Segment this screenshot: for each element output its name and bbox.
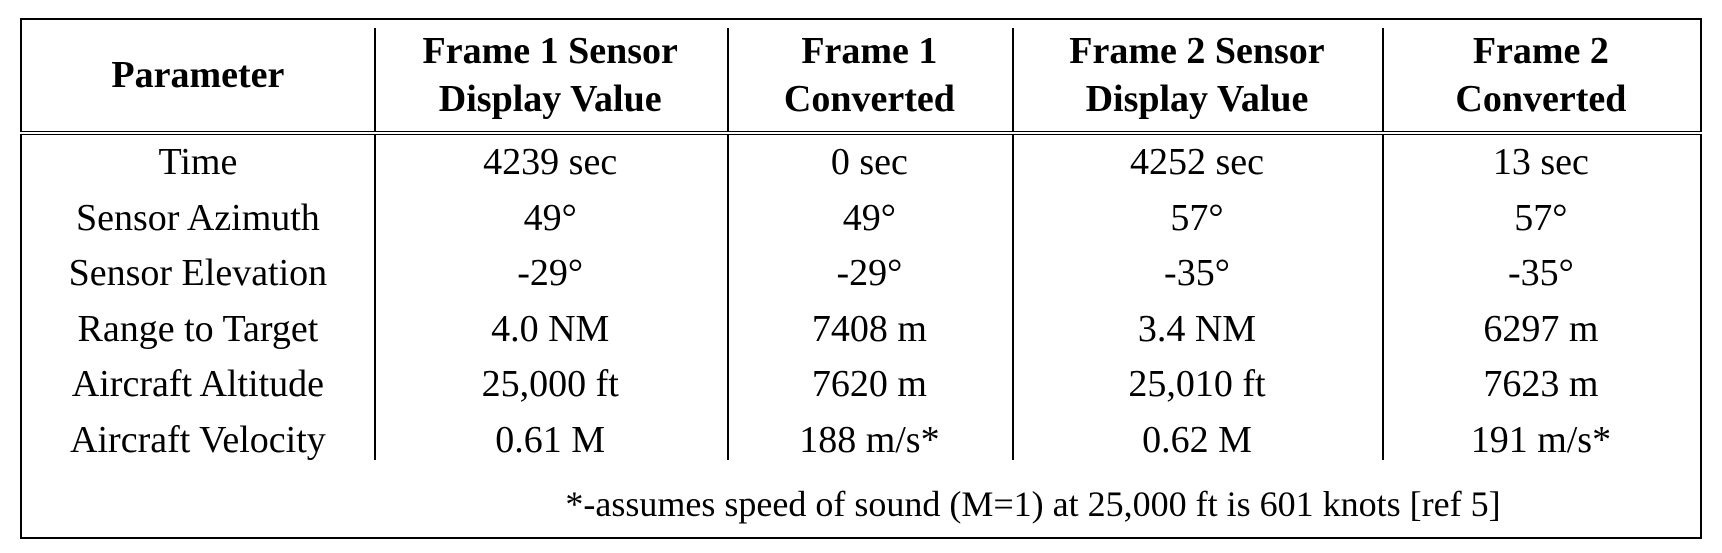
cell-value: 57° xyxy=(1012,191,1382,247)
cell-value: 0.61 M xyxy=(374,413,727,469)
col-header-frame1-sensor: Frame 1 Sensor Display Value xyxy=(374,19,727,133)
cell-parameter: Range to Target xyxy=(21,302,374,358)
cell-value: 7408 m xyxy=(727,302,1013,358)
sensor-parameters-table: Parameter Frame 1 Sensor Display Value F… xyxy=(20,18,1702,539)
table-footnote-row: *-assumes speed of sound (M=1) at 25,000… xyxy=(21,468,1701,538)
table-row: Sensor Elevation -29° -29° -35° -35° xyxy=(21,246,1701,302)
cell-value: 7623 m xyxy=(1382,357,1701,413)
cell-value: 25,010 ft xyxy=(1012,357,1382,413)
cell-value: 4.0 NM xyxy=(374,302,727,358)
cell-parameter: Time xyxy=(21,133,374,191)
cell-value: 25,000 ft xyxy=(374,357,727,413)
cell-parameter: Sensor Azimuth xyxy=(21,191,374,247)
cell-value: 4239 sec xyxy=(374,133,727,191)
cell-value: 13 sec xyxy=(1382,133,1701,191)
cell-parameter: Aircraft Velocity xyxy=(21,413,374,469)
table-container: Parameter Frame 1 Sensor Display Value F… xyxy=(0,0,1722,553)
col-header-parameter: Parameter xyxy=(21,19,374,133)
cell-value: 7620 m xyxy=(727,357,1013,413)
cell-value: 3.4 NM xyxy=(1012,302,1382,358)
table-footnote: *-assumes speed of sound (M=1) at 25,000… xyxy=(21,468,1701,538)
cell-value: 191 m/s* xyxy=(1382,413,1701,469)
table-row: Sensor Azimuth 49° 49° 57° 57° xyxy=(21,191,1701,247)
cell-value: 4252 sec xyxy=(1012,133,1382,191)
cell-value: 188 m/s* xyxy=(727,413,1013,469)
col-header-frame2-converted: Frame 2 Converted xyxy=(1382,19,1701,133)
cell-value: -29° xyxy=(727,246,1013,302)
table-row: Aircraft Velocity 0.61 M 188 m/s* 0.62 M… xyxy=(21,413,1701,469)
cell-value: -35° xyxy=(1012,246,1382,302)
cell-value: -29° xyxy=(374,246,727,302)
cell-value: 49° xyxy=(374,191,727,247)
cell-value: 0 sec xyxy=(727,133,1013,191)
cell-value: 6297 m xyxy=(1382,302,1701,358)
cell-value: 57° xyxy=(1382,191,1701,247)
table-row: Range to Target 4.0 NM 7408 m 3.4 NM 629… xyxy=(21,302,1701,358)
cell-value: 0.62 M xyxy=(1012,413,1382,469)
cell-value: 49° xyxy=(727,191,1013,247)
cell-parameter: Aircraft Altitude xyxy=(21,357,374,413)
table-row: Aircraft Altitude 25,000 ft 7620 m 25,01… xyxy=(21,357,1701,413)
cell-value: -35° xyxy=(1382,246,1701,302)
col-header-frame1-converted: Frame 1 Converted xyxy=(727,19,1013,133)
col-header-frame2-sensor: Frame 2 Sensor Display Value xyxy=(1012,19,1382,133)
table-row: Time 4239 sec 0 sec 4252 sec 13 sec xyxy=(21,133,1701,191)
table-header-row: Parameter Frame 1 Sensor Display Value F… xyxy=(21,19,1701,133)
cell-parameter: Sensor Elevation xyxy=(21,246,374,302)
